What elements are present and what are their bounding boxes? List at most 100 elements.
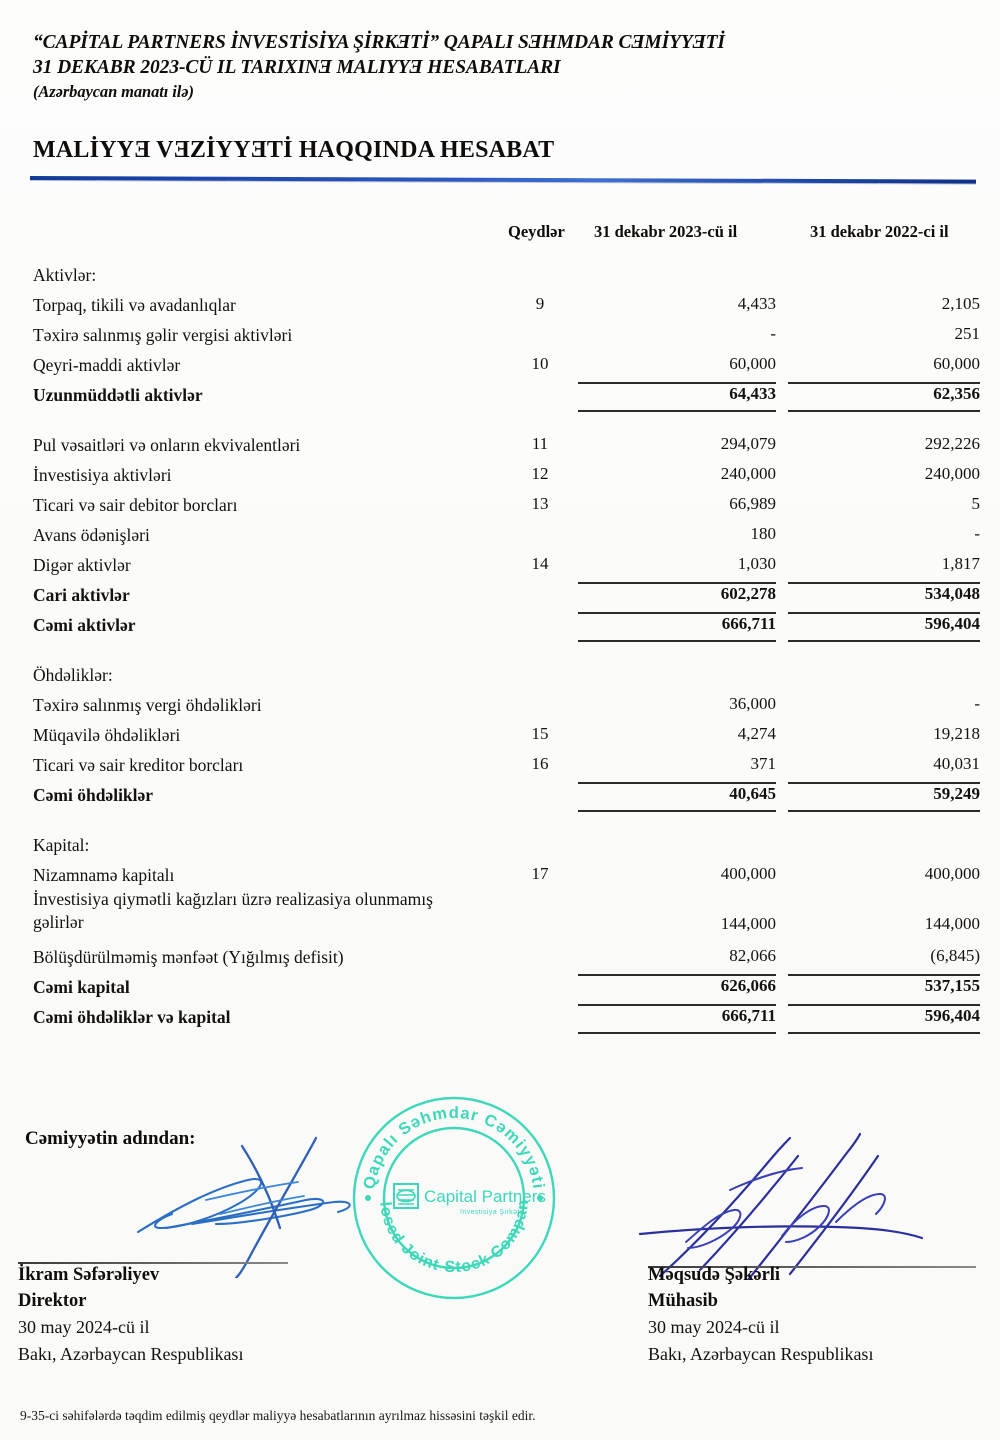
title-divider [29,176,977,184]
row-value-current: - [770,324,776,343]
section-spacer [0,412,1000,432]
table-row: Avans ödənişləri 180 - [0,522,1000,552]
section-title-row: Öhdəliklər: [0,662,1000,692]
section-title-row: Kapital: [0,832,1000,862]
row-note: 10 [531,354,549,373]
page-title: MALİYYƎ VƎZİYYƎTİ HAQQINDA HESABAT [33,137,555,163]
row-value-current: 1,030 [737,554,776,573]
row-value-current: 144,000 [720,914,776,933]
accountant-city: Bakı, Azərbaycan Respublikası [648,1344,874,1364]
section-title: Öhdəliklər: [33,665,113,685]
currency-note-line: (Azərbaycan manatı ilə) [33,82,194,101]
balance-sheet-table: Qeydlər 31 dekabr 2023-cü il 31 dekabr 2… [0,222,1000,1034]
table-grand-total-row: Cəmi aktivlər 666,711 596,404 [0,612,1000,642]
table-total-row: Cəmi kapital 626,066 537,155 [0,974,1000,1004]
total-rule [578,782,776,784]
row-value-current: 66,989 [729,494,776,513]
grand-total-rule [788,1004,980,1006]
row-note: 12 [531,464,549,483]
total-rule [578,810,776,812]
row-note: 9 [535,294,545,313]
accountant-name: Məqsudə Şəkərli [648,1265,781,1285]
total-rule [578,974,776,976]
table-row: Qeyri-maddi aktivlər 10 60,000 60,000 [0,352,1000,382]
total-value-prior: 534,048 [924,584,980,603]
row-value-prior: 292,226 [924,434,980,453]
accountant-date: 30 may 2024-cü il [648,1317,780,1337]
table-column-headers: Qeydlər 31 dekabr 2023-cü il 31 dekabr 2… [0,222,1000,262]
total-rule [788,782,980,784]
total-rule [578,382,776,384]
director-date: 30 may 2024-cü il [18,1317,150,1337]
grand-total-label: Cəmi öhdəliklər və kapital [33,1007,231,1027]
footer-note: 9-35-ci səhifələrdə təqdim edilmiş qeydl… [20,1408,536,1423]
table-row: Bölüşdürülməmiş mənfəət (Yığılmış defisi… [0,944,1000,974]
accountant-signature-ink [638,1132,924,1280]
total-value-prior: 59,249 [933,784,980,803]
row-value-prior: 60,000 [933,354,980,373]
table-row: Müqavilə öhdəlikləri 15 4,274 19,218 [0,722,1000,752]
total-label: Cəmi kapital [33,977,130,997]
total-rule [788,810,980,812]
row-note: 13 [531,494,549,513]
section-title: Kapital: [33,835,90,855]
director-role: Direktor [18,1291,87,1311]
table-grand-total-row: Cəmi öhdəliklər və kapital 666,711 596,4… [0,1004,1000,1034]
row-label: Ticari və sair debitor borcları [33,495,238,515]
row-value-current: 400,000 [720,864,776,883]
row-value-current: 4,274 [737,724,776,743]
row-label: Pul vəsaitləri və onların ekvivalentləri [33,435,301,455]
grand-total-rule [578,1032,776,1034]
column-header-notes: Qeydlər [508,222,565,241]
section-title: Aktivlər: [33,265,97,285]
total-value-current: 64,433 [729,384,776,403]
total-value-current: 626,066 [720,976,776,995]
table-row: Nizamnamə kapitalı 17 400,000 400,000 [0,862,1000,892]
total-rule [788,582,980,584]
row-label: İnvestisiya aktivləri [33,465,172,485]
grand-total-rule [788,612,980,614]
company-title-line: “CAPİTAL PARTNERS İNVESTİSİYA ŞİRKƎTİ” Q… [33,32,725,53]
row-value-prior: 400,000 [924,864,980,883]
total-rule [788,410,980,412]
row-value-prior: - [974,694,980,713]
row-note: 11 [531,434,549,453]
total-rule [788,382,980,384]
row-label: Nizamnamə kapitalı [33,865,175,885]
row-value-prior: 1,817 [941,554,980,573]
grand-total-rule [788,640,980,642]
row-value-prior: 5 [971,494,981,513]
row-label: Təxirə salınmış vergi öhdəlikləri [33,695,262,715]
total-rule [788,974,980,976]
director-name: İkram Səfərəliyev [18,1265,160,1285]
grand-total-rule [578,1004,776,1006]
section-spacer [0,812,1000,832]
director-signature-block: İkram Səfərəliyev Direktor 30 may 2024-c… [18,1262,358,1368]
grand-total-value-prior: 596,404 [924,614,980,633]
table-total-row: Cəmi öhdəliklər 40,645 59,249 [0,782,1000,812]
total-label: Cəmi öhdəliklər [33,785,154,805]
row-label: Təxirə salınmış gəlir vergisi aktivləri [33,325,293,345]
row-value-current: 60,000 [729,354,776,373]
grand-total-value-current: 666,711 [721,614,776,633]
column-header-year-current: 31 dekabr 2023-cü il [594,222,738,241]
grand-total-value-current: 666,711 [721,1006,776,1025]
row-value-current: 240,000 [720,464,776,483]
row-value-current: 180 [750,524,777,543]
grand-total-rule [578,640,776,642]
row-value-prior: 144,000 [924,914,980,933]
grand-total-rule [788,1032,980,1034]
accountant-signature-line [648,1266,976,1268]
column-header-year-prior: 31 dekabr 2022-ci il [810,222,949,241]
row-value-prior: 2,105 [941,294,980,313]
accountant-role: Mühasib [648,1291,718,1311]
row-value-prior: 40,031 [933,754,980,773]
row-label: Digər aktivlər [33,555,131,575]
accountant-signature-block: Məqsudə Şəkərli Mühasib 30 may 2024-cü i… [648,1262,988,1368]
statement-period-line: 31 DEKABR 2023-CÜ IL TARIXINƎ MALIYYƎ HE… [33,57,561,78]
total-value-prior: 62,356 [933,384,980,403]
table-row: Təxirə salınmış gəlir vergisi aktivləri … [0,322,1000,352]
row-note: 15 [531,724,549,743]
row-value-current: 294,079 [720,434,776,453]
